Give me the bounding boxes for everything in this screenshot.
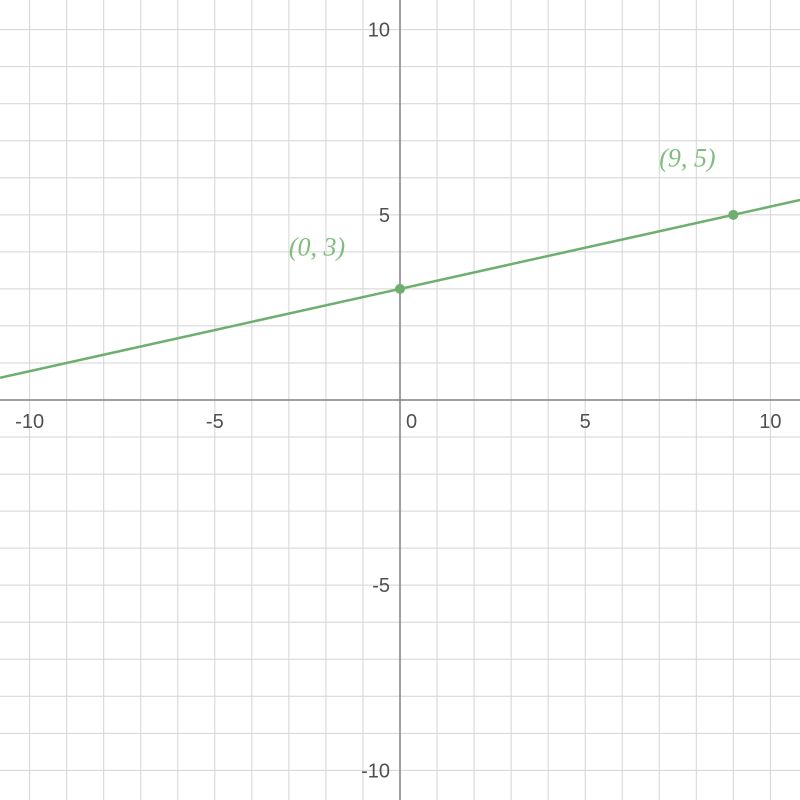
y-tick-label: 5 bbox=[379, 205, 390, 227]
data-point-0 bbox=[395, 284, 405, 294]
y-tick-label: -5 bbox=[372, 575, 390, 597]
coordinate-graph: 0 5 10 -10 -5 5 10 -10 -5 (0, 3) (9, 5) bbox=[0, 0, 800, 800]
point-label-1: (9, 5) bbox=[659, 144, 715, 173]
x-tick-label: 10 bbox=[759, 411, 781, 433]
x-tick-label: 5 bbox=[580, 411, 591, 433]
x-tick-label: 0 bbox=[406, 411, 417, 433]
data-point-1 bbox=[728, 210, 738, 220]
y-tick-label: 10 bbox=[368, 20, 390, 42]
y-tick-label: -10 bbox=[361, 760, 390, 782]
point-label-0: (0, 3) bbox=[289, 233, 345, 262]
graph-svg: 0 5 10 -10 -5 5 10 -10 -5 (0, 3) (9, 5) bbox=[0, 0, 800, 800]
x-tick-label: -10 bbox=[15, 411, 44, 433]
x-tick-label: -5 bbox=[206, 411, 224, 433]
